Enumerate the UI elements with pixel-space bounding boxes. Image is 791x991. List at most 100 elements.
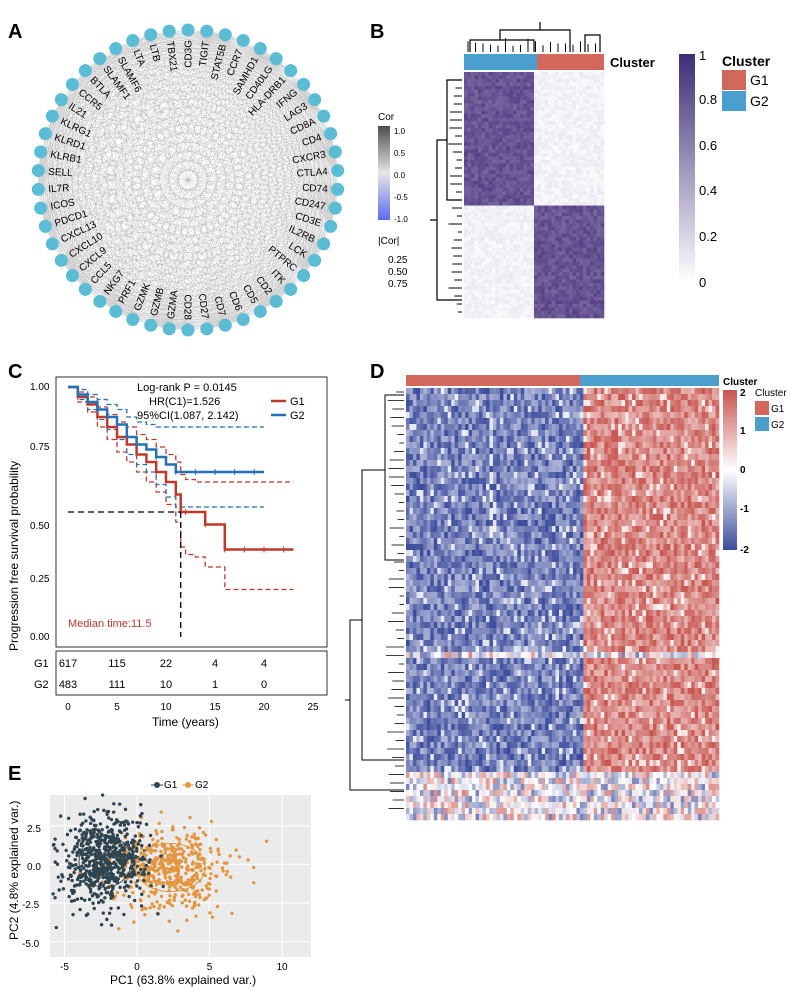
heat-d-cell <box>534 436 539 443</box>
heat-d-cell <box>666 412 671 419</box>
heat-d-cell <box>593 418 598 425</box>
heat-cell <box>534 82 538 87</box>
network-edge <box>115 243 324 312</box>
heat-d-cell <box>600 400 605 407</box>
heat-cell <box>523 230 528 234</box>
heat-d-cell <box>593 424 598 431</box>
heat-d-cell <box>472 448 476 455</box>
node-label: CD7 <box>212 295 228 318</box>
heat-cell <box>565 180 570 185</box>
heat-cell <box>488 251 493 256</box>
heat-cell <box>597 219 601 224</box>
network-edge <box>85 34 151 290</box>
heat-d-cell <box>472 412 476 419</box>
heat-d-cell <box>534 400 539 407</box>
heat-cell <box>509 82 514 87</box>
heat-cell <box>555 103 559 108</box>
heat-cell <box>576 230 580 234</box>
heat-cell <box>593 131 598 136</box>
heat-cell <box>544 254 549 259</box>
heat-d-cell <box>447 436 452 443</box>
heat-cell <box>492 258 496 263</box>
heat-d-cell <box>670 400 675 407</box>
heat-cell <box>485 156 489 161</box>
heat-cell <box>583 121 587 126</box>
heat-d-cell <box>510 394 515 401</box>
heat-cell <box>495 244 500 249</box>
heat-cell <box>544 268 549 273</box>
heat-d-cell <box>538 448 542 455</box>
heat-cell <box>572 131 577 136</box>
heat-d-cell <box>642 418 647 425</box>
heat-d-cell <box>701 430 706 437</box>
heat-cell <box>548 145 552 150</box>
heat-cell <box>569 100 573 104</box>
heat-d-cell <box>607 400 612 407</box>
heat-cell <box>478 121 482 126</box>
heat-d-cell <box>680 412 685 419</box>
heat-d-cell <box>534 388 539 395</box>
heat-d-cell <box>534 418 539 425</box>
heat-cell <box>551 303 556 308</box>
heat-cell <box>481 110 486 115</box>
network-edge <box>206 31 277 302</box>
heat-cell <box>562 124 566 129</box>
heat-d-cell <box>548 436 553 443</box>
heat-cell <box>541 156 545 161</box>
heat-d-cell <box>614 424 619 431</box>
heat-d-cell <box>694 388 699 395</box>
heat-d-cell <box>412 394 417 401</box>
heat-cell <box>516 272 521 277</box>
heat-cell <box>600 103 605 108</box>
network-edge <box>38 189 336 209</box>
heat-d-cell <box>705 424 709 431</box>
heat-cell <box>541 145 545 150</box>
heat-cell <box>562 279 566 284</box>
heat-cell <box>537 247 542 252</box>
heat-d-cell <box>656 418 661 425</box>
heat-d-cell <box>499 388 504 395</box>
heat-d-cell <box>593 448 598 455</box>
heat-cell <box>516 216 521 220</box>
heat-cell <box>597 142 601 147</box>
heat-cell <box>597 82 601 87</box>
heat-cell <box>576 124 580 129</box>
heat-d-cell <box>583 436 588 443</box>
heat-cell <box>572 261 577 266</box>
heat-cell <box>597 223 601 227</box>
heat-d-cell <box>503 442 508 449</box>
heat-cell <box>467 184 472 189</box>
heat-d-cell <box>482 406 487 413</box>
heat-cell <box>565 149 570 154</box>
heat-cell <box>488 202 493 206</box>
heat-d-cell <box>673 400 678 407</box>
heat-cell <box>593 135 598 140</box>
heat-d-cell <box>687 442 692 449</box>
heat-d-cell <box>548 406 553 413</box>
heat-d-cell <box>645 388 650 395</box>
heat-cell <box>583 79 587 83</box>
heat-cell <box>495 191 500 196</box>
heat-cell <box>523 138 528 143</box>
heat-cell <box>478 100 482 104</box>
heat-cell <box>600 124 605 129</box>
heat-cell <box>502 152 507 157</box>
heat-d-cell <box>440 448 445 455</box>
heat-cell <box>516 261 521 266</box>
network-edge <box>40 207 315 261</box>
heat-cell <box>597 275 601 280</box>
heat-cell <box>516 307 521 312</box>
heat-d-cell <box>468 412 473 419</box>
heat-d-cell <box>485 448 490 455</box>
heat-cell <box>502 279 507 284</box>
heat-cell <box>583 307 587 312</box>
network-edge <box>38 34 151 190</box>
heat-cell <box>516 240 521 245</box>
heat-cell <box>544 180 549 185</box>
network-edge <box>61 34 226 261</box>
heat-cell <box>485 293 489 298</box>
network-edge <box>115 301 277 312</box>
heat-d-cell <box>461 442 466 449</box>
heat-cell <box>509 163 514 168</box>
heat-cell <box>474 180 479 185</box>
